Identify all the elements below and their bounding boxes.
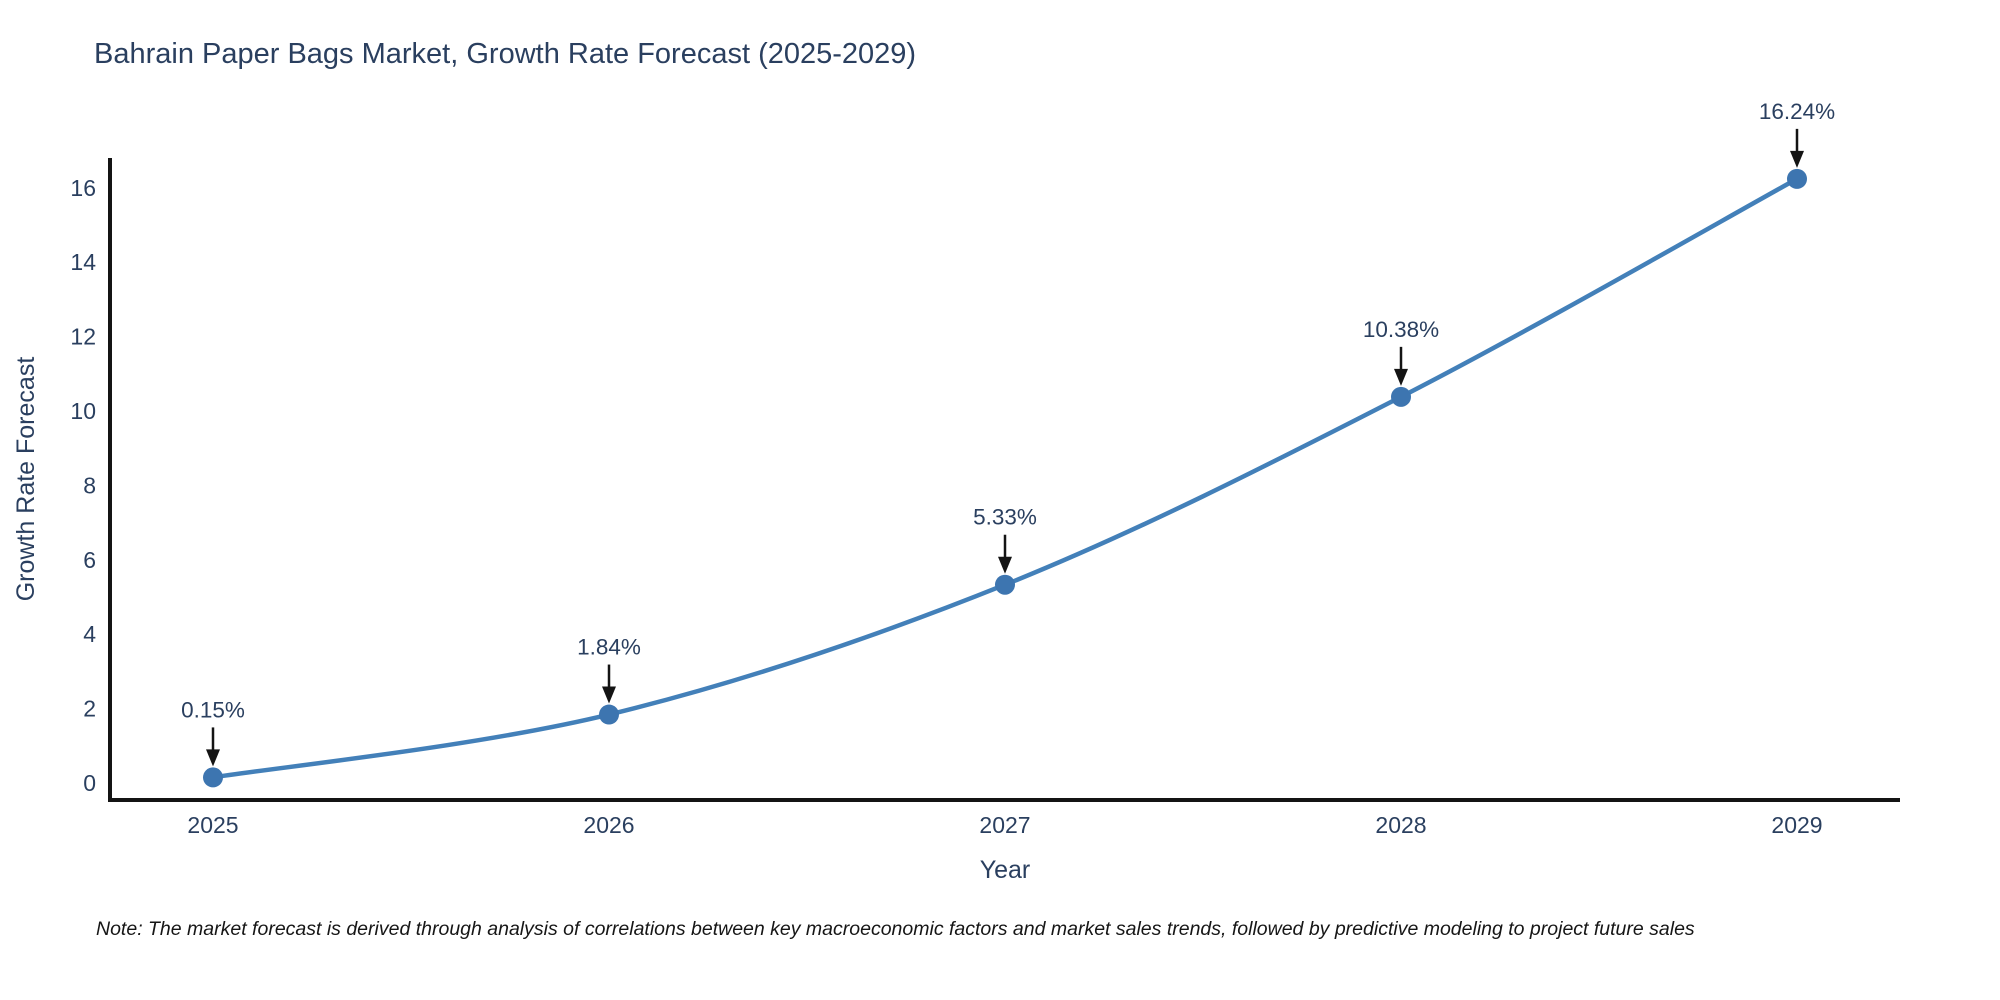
data-point-label: 5.33%	[973, 505, 1037, 530]
y-tick-label: 0	[83, 770, 96, 796]
y-tick-label: 12	[70, 324, 96, 350]
data-point-label: 1.84%	[577, 635, 641, 660]
x-tick-label: 2026	[583, 812, 634, 838]
y-tick-label: 16	[70, 175, 96, 201]
y-tick-label: 8	[83, 472, 96, 498]
x-axis-title: Year	[980, 856, 1031, 884]
annotation-arrow-head	[1790, 150, 1804, 168]
y-tick-label: 2	[83, 696, 96, 722]
data-point[interactable]	[1391, 386, 1411, 407]
data-point[interactable]	[203, 767, 223, 788]
annotation-arrow-head	[998, 556, 1012, 574]
annotation-arrow-head	[206, 749, 220, 767]
data-point-label: 0.15%	[181, 697, 245, 722]
y-tick-label: 4	[83, 621, 96, 647]
x-tick-label: 2027	[979, 812, 1030, 838]
footnote: Note: The market forecast is derived thr…	[96, 918, 1695, 940]
annotation-arrow-head	[602, 686, 616, 704]
data-point[interactable]	[995, 574, 1015, 595]
data-point-label: 16.24%	[1759, 99, 1835, 124]
x-tick-label: 2025	[187, 812, 238, 838]
data-point[interactable]	[599, 704, 619, 725]
chart-title: Bahrain Paper Bags Market, Growth Rate F…	[94, 38, 917, 70]
y-tick-label: 10	[70, 398, 96, 424]
x-tick-label: 2028	[1375, 812, 1426, 838]
trend-line	[212, 176, 1799, 780]
y-axis-title: Growth Rate Forecast	[12, 357, 40, 602]
annotation-arrow-head	[1394, 368, 1408, 386]
y-tick-label: 6	[83, 547, 96, 573]
y-tick-label: 14	[70, 249, 96, 275]
data-point-label: 10.38%	[1363, 317, 1439, 342]
data-point[interactable]	[1787, 168, 1807, 189]
x-tick-label: 2029	[1771, 812, 1822, 838]
